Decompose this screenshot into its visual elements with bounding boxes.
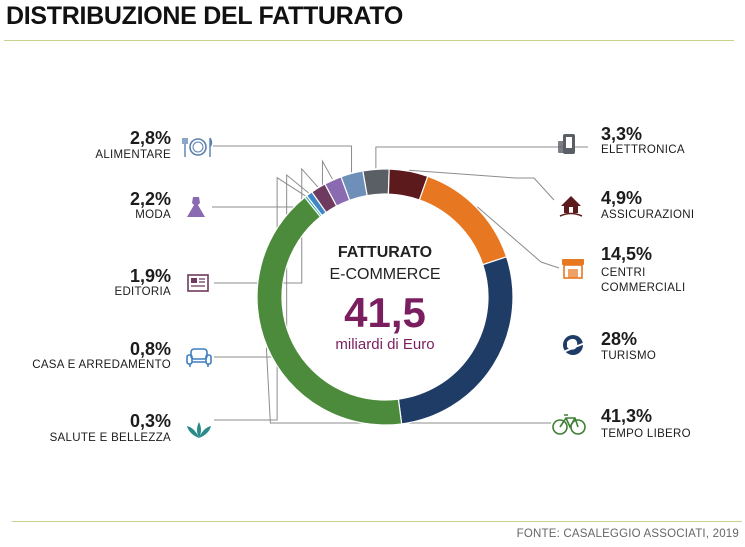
category-label-turismo: TURISMO [601, 350, 656, 362]
category-label-salute-e-bellezza: SALUTE E BELLEZZA [50, 432, 171, 444]
leader-line-centri-commerciali [476, 206, 560, 269]
center-title-line1: FATTURATO [338, 244, 432, 261]
leader-line-alimentare [213, 145, 353, 173]
leader-line-moda [212, 159, 333, 208]
category-icons [182, 134, 586, 438]
title-divider [4, 40, 734, 41]
globe-plane-icon [560, 335, 586, 355]
armchair-icon [186, 348, 212, 367]
category-label-editoria: EDITORIA [114, 286, 171, 298]
category-label-alimentare: ALIMENTARE [95, 149, 171, 161]
center-title-line2: E-COMMERCE [329, 266, 440, 283]
pct-label-tempo-libero: 41,3% [601, 406, 652, 426]
footer-divider [12, 521, 742, 522]
house-hand-icon [559, 196, 583, 217]
smartphone-icon [558, 134, 575, 154]
lotus-icon [187, 422, 211, 438]
center-total-value: 41,5 [344, 289, 426, 336]
leader-line-tempo-libero [265, 347, 551, 424]
slice-alimentare [340, 170, 368, 202]
donut-slices [256, 168, 514, 426]
source-note: FONTE: CASALEGGIO ASSOCIATI, 2019 [516, 528, 739, 540]
category-label-casa-e-arredamento: CASA E ARREDAMENTO [32, 359, 171, 371]
category-label-moda: MODA [135, 209, 171, 221]
pct-label-alimentare: 2,8% [130, 128, 171, 148]
pct-label-assicurazioni: 4,9% [601, 188, 642, 208]
category-label-elettronica: ELETTRONICA [601, 144, 685, 156]
category-label-centri-commerciali: CENTRI [601, 267, 646, 279]
pct-label-elettronica: 3,3% [601, 124, 642, 144]
slice-labels: 3,3%ELETTRONICA 4,9%ASSICURAZIONI 14,5% CEN… [32, 124, 694, 444]
category-label-tempo-libero: TEMPO LIBERO [601, 428, 691, 440]
bicycle-icon [552, 414, 586, 435]
pct-label-moda: 2,2% [130, 189, 171, 209]
leader-line-elettronica [375, 146, 588, 169]
plate-cutlery-icon [182, 137, 213, 157]
dress-icon [187, 197, 205, 217]
pct-label-casa-e-arredamento: 0,8% [130, 339, 171, 359]
pct-label-centri-commerciali: 14,5% [601, 244, 652, 264]
pct-label-salute-e-bellezza: 0,3% [130, 411, 171, 431]
leader-lines [212, 145, 588, 424]
category-label-assicurazioni: ASSICURAZIONI [601, 209, 694, 221]
pct-label-turismo: 28% [601, 329, 637, 349]
donut-center: FATTURATO E-COMMERCE 41,5 miliardi di Eu… [329, 244, 440, 353]
center-total-unit: miliardi di Euro [335, 336, 434, 353]
leader-line-assicurazioni [408, 169, 555, 201]
category-label-centri-commerciali: COMMERCIALI [601, 282, 685, 294]
page-title: DISTRIBUZIONE DEL FATTURATO [6, 2, 403, 30]
pct-label-editoria: 1,9% [130, 266, 171, 286]
shop-icon [562, 259, 584, 279]
newspaper-icon [187, 274, 209, 292]
